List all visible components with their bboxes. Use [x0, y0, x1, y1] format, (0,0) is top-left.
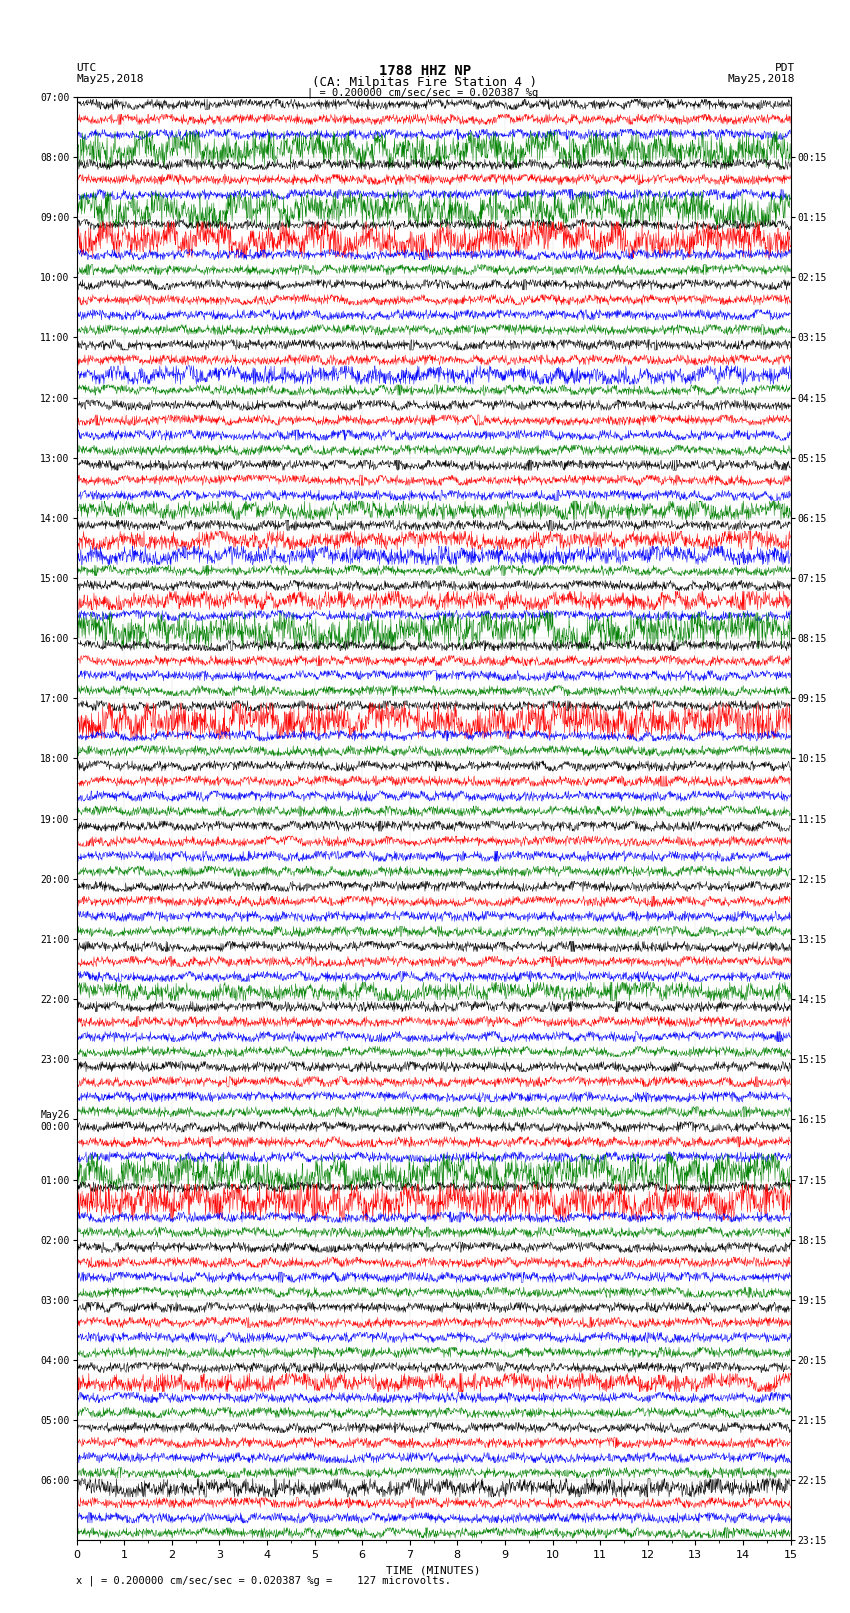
Text: May25,2018: May25,2018 [728, 74, 795, 84]
Text: PDT: PDT [774, 63, 795, 73]
Text: (CA: Milpitas Fire Station 4 ): (CA: Milpitas Fire Station 4 ) [313, 76, 537, 89]
X-axis label: TIME (MINUTES): TIME (MINUTES) [386, 1566, 481, 1576]
Text: UTC: UTC [76, 63, 97, 73]
Text: May25,2018: May25,2018 [76, 74, 144, 84]
Text: x | = 0.200000 cm/sec/sec = 0.020387 %g =    127 microvolts.: x | = 0.200000 cm/sec/sec = 0.020387 %g … [76, 1574, 451, 1586]
Text: 1788 HHZ NP: 1788 HHZ NP [379, 65, 471, 77]
Text: | = 0.200000 cm/sec/sec = 0.020387 %g: | = 0.200000 cm/sec/sec = 0.020387 %g [307, 87, 538, 98]
